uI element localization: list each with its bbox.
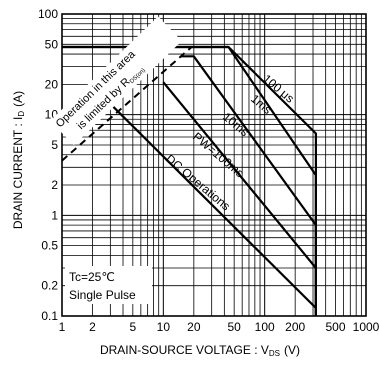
x-tick-labels: 1 2 5 10 20 50 100 200 500 1000 <box>59 320 379 334</box>
x-tick-label: 10 <box>157 320 171 334</box>
y-axis-label-unit: (A) <box>11 91 25 107</box>
y-tick-label: 5 <box>51 138 58 152</box>
curve-labels: 100 μs 1ms 10ms PW=100ms DC Operations <box>163 72 297 214</box>
x-tick-label: 5 <box>129 320 136 334</box>
x-axis-label-unit: (V) <box>284 343 300 357</box>
x-tick-label: 2 <box>89 320 96 334</box>
curve-label-1ms: 1ms <box>248 92 274 117</box>
soa-curve-4 <box>112 105 317 309</box>
test-conditions-box: Tc=25℃ Single Pulse <box>65 266 152 304</box>
y-axis-label-sub: D <box>17 111 26 117</box>
conditions-pulse: Single Pulse <box>69 288 136 302</box>
y-tick-label: 50 <box>45 37 59 51</box>
y-tick-label: 0.1 <box>41 309 58 323</box>
x-tick-label: 100 <box>255 320 275 334</box>
x-axis-label-main: DRAIN-SOURCE VOLTAGE : V <box>100 343 269 357</box>
y-tick-label: 0.2 <box>41 279 58 293</box>
y-tick-label: 20 <box>45 77 59 91</box>
y-tick-label: 1 <box>51 208 58 222</box>
soa-curve-3 <box>162 81 317 316</box>
y-tick-label: 0.5 <box>41 239 58 253</box>
plot-frame <box>61 13 367 317</box>
x-tick-label: 20 <box>187 320 201 334</box>
y-axis-label: DRAIN CURRENT : ID (A) <box>11 91 26 229</box>
x-tick-label: 1000 <box>353 320 379 334</box>
x-tick-label: 500 <box>325 320 345 334</box>
x-tick-label: 50 <box>227 320 241 334</box>
x-axis-label: DRAIN-SOURCE VOLTAGE : VDS (V) <box>100 343 300 358</box>
x-tick-label: 1 <box>59 320 66 334</box>
rds-on-limit-line <box>61 46 193 162</box>
conditions-temp: Tc=25℃ <box>69 270 115 284</box>
y-tick-label: 2 <box>51 178 58 192</box>
y-axis-label-main: DRAIN CURRENT : I <box>11 117 25 229</box>
conditions-background <box>65 266 152 304</box>
x-tick-label: 200 <box>285 320 305 334</box>
x-axis-label-sub: DS <box>269 349 280 358</box>
area-note-background <box>50 16 182 146</box>
rds-on-area-note: Operation in this area is limited by RDS… <box>50 16 182 146</box>
y-tick-label: 100 <box>38 7 58 21</box>
